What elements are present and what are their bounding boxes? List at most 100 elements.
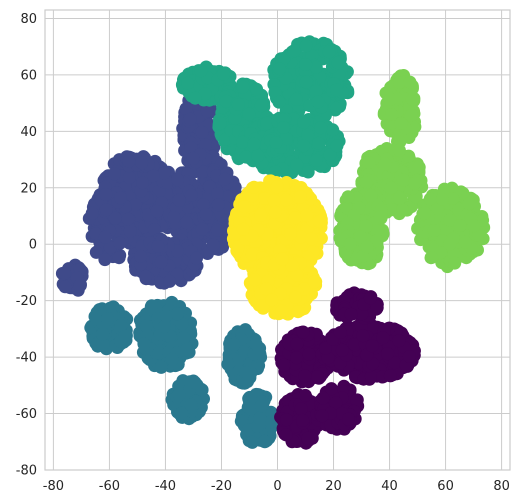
scatter-point xyxy=(330,101,343,115)
scatter-point xyxy=(296,413,310,427)
scatter-point xyxy=(179,102,193,116)
scatter-point xyxy=(396,203,409,217)
scatter-point xyxy=(438,223,452,237)
scatter-point xyxy=(170,307,184,321)
scatter-point xyxy=(275,304,289,318)
scatter-point xyxy=(288,211,302,225)
x-tick-label: -20 xyxy=(211,479,232,494)
scatter-point xyxy=(354,230,367,244)
scatter-point xyxy=(277,358,291,372)
scatter-point xyxy=(312,214,326,228)
y-tick-label: 20 xyxy=(20,181,37,196)
scatter-point xyxy=(405,92,419,106)
scatter-point xyxy=(388,356,402,370)
scatter-point xyxy=(195,125,209,139)
scatter-point xyxy=(88,310,102,323)
scatter-point xyxy=(265,293,279,307)
scatter-point xyxy=(163,274,177,288)
y-tick-label: -40 xyxy=(16,351,37,366)
scatter-points xyxy=(55,35,491,450)
scatter-point xyxy=(157,320,171,334)
scatter-point xyxy=(73,279,87,292)
scatter-point xyxy=(122,154,136,168)
scatter-point xyxy=(393,191,406,205)
scatter-point xyxy=(151,239,165,253)
scatter-point xyxy=(58,280,72,294)
scatter-point xyxy=(462,197,476,211)
scatter-point xyxy=(296,325,310,339)
scatter-point xyxy=(254,399,268,413)
scatter-point xyxy=(273,62,286,76)
y-tick-label: -60 xyxy=(16,407,37,422)
scatter-point xyxy=(435,192,449,206)
scatter-point xyxy=(298,388,312,402)
scatter-point xyxy=(359,219,373,233)
scatter-point xyxy=(467,219,481,233)
scatter-point xyxy=(213,116,227,130)
scatter-series-1 xyxy=(175,35,355,180)
scatter-point xyxy=(242,107,256,121)
scatter-point xyxy=(408,176,422,190)
scatter-point xyxy=(254,208,268,222)
scatter-point xyxy=(245,247,259,261)
scatter-point xyxy=(186,152,200,165)
scatter-point xyxy=(277,121,290,134)
scatter-point xyxy=(350,393,364,407)
scatter-point xyxy=(381,347,395,361)
scatter-point xyxy=(195,222,209,236)
scatter-point xyxy=(236,80,250,94)
scatter-series-0 xyxy=(55,89,244,297)
scatter-point xyxy=(253,412,267,426)
scatter-point xyxy=(316,391,330,405)
scatter-point xyxy=(211,187,224,201)
scatter-point xyxy=(446,192,460,205)
scatter-point xyxy=(279,193,293,207)
scatter-point xyxy=(96,337,110,351)
scatter-point xyxy=(236,135,249,149)
scatter-point xyxy=(360,240,374,254)
scatter-point xyxy=(315,409,329,423)
scatter-point xyxy=(165,352,179,366)
scatter-point xyxy=(244,402,258,416)
scatter-point xyxy=(425,251,438,264)
scatter-point xyxy=(383,369,397,383)
scatter-point xyxy=(254,99,268,113)
scatter-point xyxy=(294,190,307,204)
scatter-point xyxy=(326,123,340,137)
scatter-point xyxy=(267,194,281,208)
scatter-point xyxy=(108,167,121,181)
scatter-point xyxy=(363,291,377,305)
plot-frame xyxy=(44,9,511,471)
scatter-point xyxy=(139,270,153,283)
scatter-point xyxy=(385,108,399,121)
scatter-point xyxy=(393,76,407,89)
scatter-point xyxy=(238,200,251,214)
scatter-point xyxy=(154,255,168,269)
scatter-point xyxy=(228,111,242,125)
scatter-point xyxy=(331,56,345,70)
y-tick-label: 40 xyxy=(20,125,37,140)
scatter-point xyxy=(342,412,355,426)
scatter-point xyxy=(299,75,313,89)
scatter-point xyxy=(137,337,151,351)
scatter-point xyxy=(329,396,343,410)
scatter-point xyxy=(284,227,297,241)
scatter-point xyxy=(335,343,349,357)
scatter-point xyxy=(196,198,210,211)
scatter-point xyxy=(154,360,168,374)
scatter-point xyxy=(343,237,357,251)
scatter-point xyxy=(188,376,202,390)
scatter-point xyxy=(311,95,325,109)
scatter-point xyxy=(58,266,71,280)
scatter-point xyxy=(184,141,198,155)
scatter-point xyxy=(279,132,293,146)
scatter-point xyxy=(268,86,282,99)
scatter-series-5 xyxy=(274,286,421,450)
scatter-point xyxy=(134,249,148,263)
scatter-point xyxy=(299,39,313,53)
scatter-point xyxy=(453,219,467,232)
y-tick-label: 80 xyxy=(20,12,37,27)
scatter-point xyxy=(258,434,271,448)
scatter-point xyxy=(301,431,315,445)
